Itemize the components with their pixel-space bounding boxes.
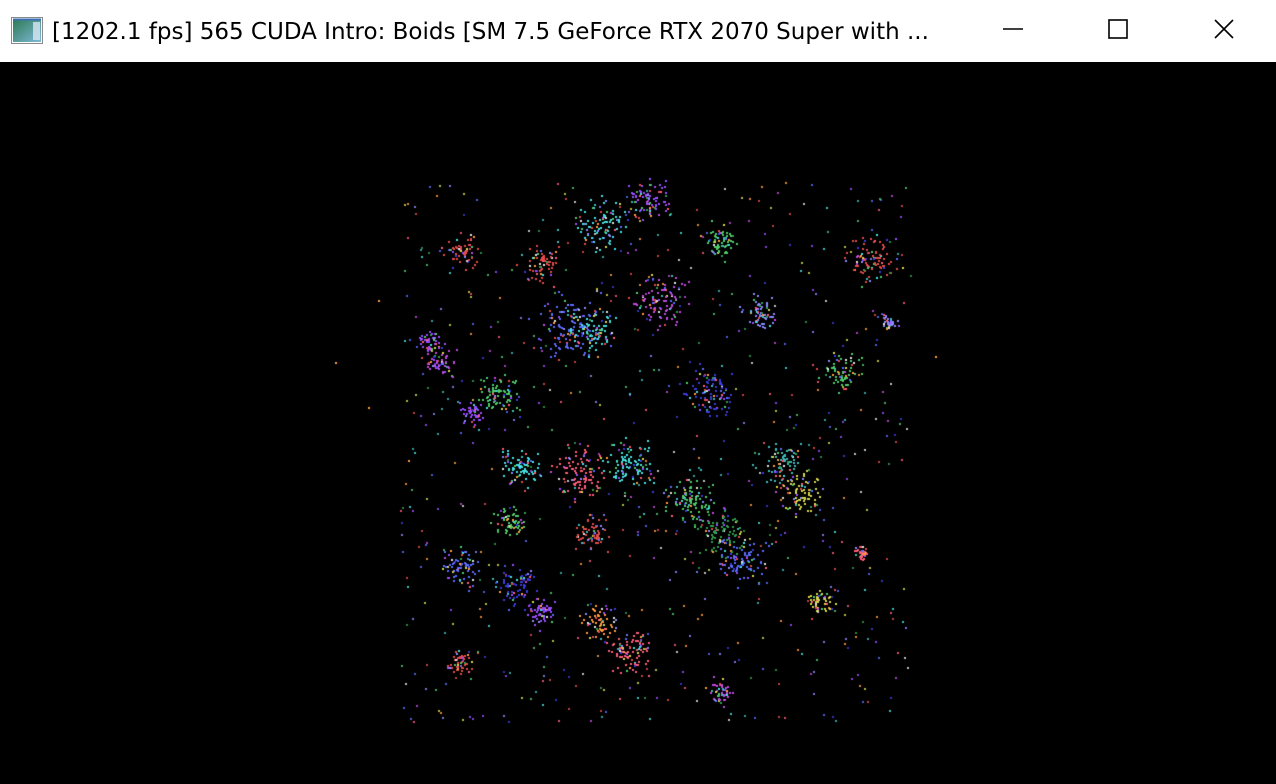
close-button[interactable] [1171,0,1276,62]
render-viewport[interactable] [0,62,1276,784]
maximize-icon [1107,18,1129,44]
close-icon [1213,18,1235,44]
minimize-icon [1002,18,1024,44]
title-bar[interactable]: [1202.1 fps] 565 CUDA Intro: Boids [SM 7… [0,0,1276,62]
minimize-button[interactable] [960,0,1065,62]
window-title: [1202.1 fps] 565 CUDA Intro: Boids [SM 7… [52,19,929,45]
boids-simulation-canvas[interactable] [0,62,1276,784]
app-window-icon [11,17,43,44]
maximize-button[interactable] [1065,0,1170,62]
